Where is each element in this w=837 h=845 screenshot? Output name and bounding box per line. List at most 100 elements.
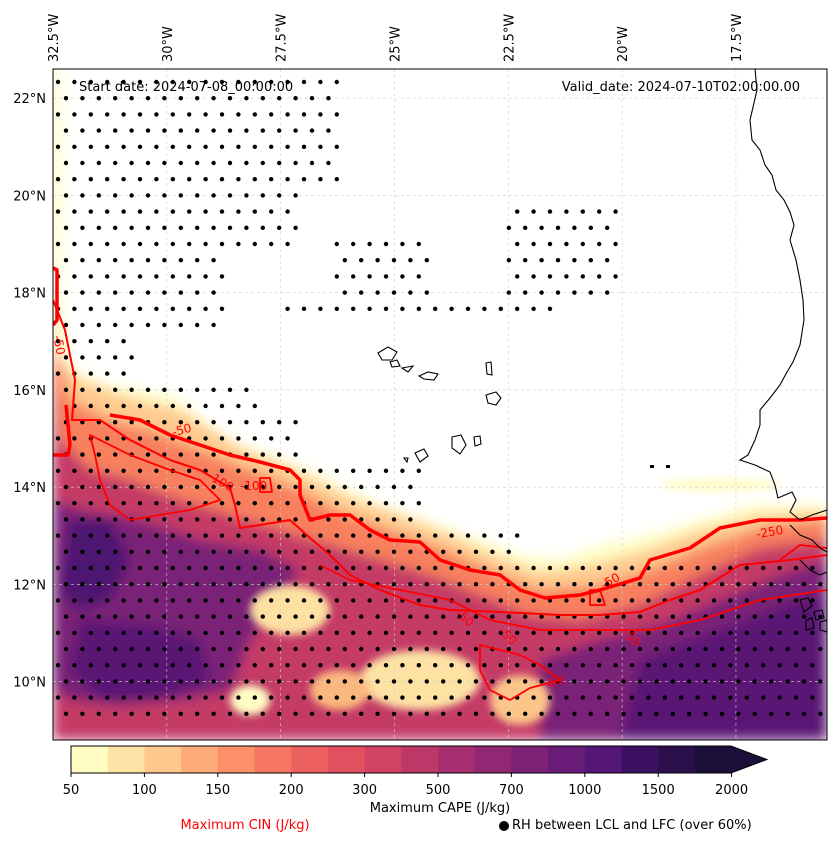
rh-stipple-dot bbox=[211, 193, 216, 198]
rh-stipple-dot bbox=[597, 630, 602, 635]
rh-stipple-dot bbox=[72, 598, 77, 603]
rh-stipple-dot bbox=[269, 533, 274, 538]
rh-stipple-dot bbox=[178, 160, 183, 166]
rh-stipple-dot bbox=[728, 663, 733, 668]
rh-stipple-dot bbox=[55, 177, 61, 182]
colorbar-segment bbox=[511, 746, 549, 773]
rh-stipple-dot bbox=[375, 549, 380, 554]
rh-stipple-dot bbox=[96, 484, 102, 490]
rh-stipple-dot bbox=[63, 517, 69, 522]
rh-stipple-dot bbox=[227, 193, 233, 198]
rh-stipple-dot bbox=[244, 517, 249, 522]
rh-stipple-dot bbox=[96, 517, 102, 522]
rh-stipple-dot bbox=[55, 533, 61, 538]
rh-stipple-dot bbox=[334, 501, 339, 506]
rh-stipple-dot bbox=[490, 679, 495, 684]
rh-stipple-dot bbox=[113, 711, 118, 716]
rh-stipple-dot bbox=[605, 711, 610, 716]
rh-stipple-dot bbox=[457, 614, 462, 619]
rh-stipple-dot bbox=[531, 695, 536, 700]
rh-stipple-dot bbox=[408, 711, 413, 716]
rh-stipple-dot bbox=[473, 646, 479, 652]
rh-stipple-dot bbox=[482, 598, 487, 603]
rh-stipple-dot bbox=[351, 598, 356, 603]
rh-stipple-dot bbox=[351, 468, 356, 473]
rh-stipple-dot bbox=[318, 663, 323, 668]
rh-stipple-dot bbox=[203, 630, 208, 635]
rh-stipple-dot bbox=[326, 96, 331, 101]
rh-stipple-dot bbox=[654, 646, 659, 652]
rh-stipple-dot bbox=[170, 403, 175, 409]
rh-stipple-dot bbox=[793, 565, 799, 571]
rh-stipple-dot bbox=[383, 695, 389, 700]
rh-stipple-dot bbox=[145, 711, 151, 716]
rh-stipple-dot bbox=[301, 112, 307, 117]
rh-stipple-dot bbox=[564, 663, 569, 668]
rh-stipple-dot bbox=[408, 614, 413, 619]
rh-stipple-dot bbox=[703, 679, 708, 684]
rh-stipple-dot bbox=[637, 711, 643, 716]
rh-stipple-dot bbox=[752, 711, 757, 716]
longitude-tick-label: 25°W bbox=[388, 26, 403, 62]
rh-stipple-dot bbox=[121, 306, 126, 311]
rh-stipple-dot bbox=[145, 96, 151, 101]
rh-stipple-dot bbox=[269, 598, 274, 603]
rh-stipple-dot bbox=[539, 711, 544, 716]
rh-legend-text: RH between LCL and LFC (over 60%) bbox=[512, 818, 752, 833]
rh-stipple-dot bbox=[498, 565, 503, 571]
rh-stipple-dot bbox=[170, 241, 175, 247]
rh-stipple-dot bbox=[309, 582, 315, 587]
rh-stipple-dot bbox=[359, 679, 364, 684]
rh-stipple-dot bbox=[588, 646, 593, 652]
rh-stipple-dot bbox=[785, 679, 790, 684]
rh-stipple-dot bbox=[154, 144, 159, 149]
rh-stipple-dot bbox=[252, 630, 257, 635]
rh-stipple-dot bbox=[810, 565, 815, 571]
rh-stipple-dot bbox=[531, 663, 536, 668]
rh-stipple-dot bbox=[301, 468, 307, 473]
rh-stipple-dot bbox=[465, 663, 471, 668]
rh-stipple-dot bbox=[818, 711, 823, 716]
rh-stipple-dot bbox=[711, 695, 717, 700]
rh-stipple-dot bbox=[367, 695, 372, 700]
rh-stipple-dot bbox=[260, 549, 265, 554]
rh-stipple-dot bbox=[113, 679, 118, 684]
rh-stipple-dot bbox=[55, 565, 61, 571]
cape-light-patch bbox=[230, 685, 270, 715]
rh-stipple-dot bbox=[572, 646, 577, 652]
rh-stipple-dot bbox=[580, 274, 585, 279]
rh-stipple-dot bbox=[629, 565, 635, 571]
rh-stipple-dot bbox=[187, 209, 192, 214]
rh-stipple-dot bbox=[482, 306, 487, 311]
africa-coastline-south bbox=[789, 524, 827, 553]
rh-stipple-dot bbox=[506, 258, 511, 263]
rh-stipple-dot bbox=[260, 484, 265, 490]
rh-stipple-dot bbox=[211, 322, 216, 328]
rh-stipple-dot bbox=[473, 711, 479, 716]
rh-stipple-dot bbox=[367, 501, 372, 506]
cin-contour-50 bbox=[479, 644, 561, 701]
rh-stipple-dot bbox=[383, 468, 389, 473]
rh-stipple-dot bbox=[55, 241, 61, 247]
rh-stipple-dot bbox=[473, 679, 479, 684]
rh-stipple-dot bbox=[433, 598, 438, 603]
rh-stipple-dot bbox=[195, 549, 200, 554]
rh-stipple-dot bbox=[187, 565, 192, 571]
rh-stipple-dot bbox=[113, 387, 118, 392]
rh-stipple-dot bbox=[277, 517, 282, 522]
rh-stipple-dot bbox=[597, 598, 602, 603]
rh-stipple-dot bbox=[367, 468, 372, 473]
rh-stipple-dot bbox=[195, 225, 200, 230]
rh-stipple-dot bbox=[613, 663, 618, 668]
rh-stipple-dot bbox=[301, 306, 307, 311]
rh-stipple-dot bbox=[293, 517, 298, 522]
rh-stipple-dot bbox=[301, 598, 307, 603]
rh-stipple-dot bbox=[646, 630, 651, 635]
rh-stipple-dot bbox=[211, 711, 216, 716]
rh-stipple-dot bbox=[211, 484, 216, 490]
rh-stipple-dot bbox=[597, 274, 602, 279]
rh-stipple-dot bbox=[654, 582, 659, 587]
rh-stipple-dot bbox=[465, 695, 471, 700]
rh-stipple-dot bbox=[252, 436, 257, 441]
rh-stipple-dot bbox=[137, 112, 143, 117]
